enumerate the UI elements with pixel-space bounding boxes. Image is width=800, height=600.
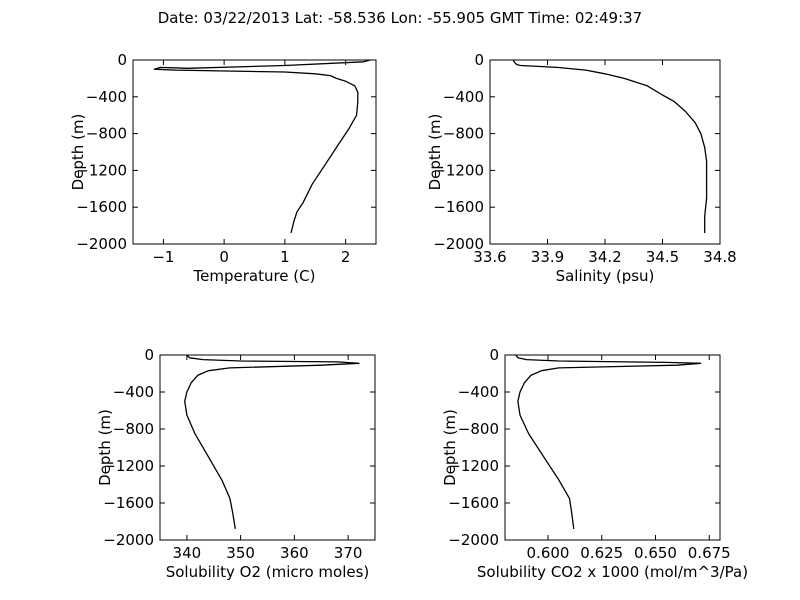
salinity-ytick-label: −800 [443,125,484,143]
solubility-co2-xtick-label: 0.650 [634,544,677,562]
temperature-panel: −1 0 1 2 0 −400 −800 −1200 −1600 −2000 Temperature… [69,51,377,285]
salinity-xtick-label: 34.5 [646,248,679,266]
temperature-axes-frame [132,59,377,245]
solubility-o2-ytick-label: −2000 [103,531,154,549]
solubility-co2-x-axis-label: Solubility CO2 x 1000 (mol/m^3/Pa) [477,563,748,581]
solubility-o2-xtick-label: 360 [280,544,309,562]
salinity-xtick-label: 34.2 [588,248,621,266]
solubility-o2-ytick-label: 0 [144,346,154,364]
solubility-co2-ytick-label: −2000 [448,531,499,549]
solubility-o2-panel: 340 350 360 370 0 −400 −800 −1200 −1600 −2000 Solu… [96,346,376,581]
solubility-co2-ytick-label: 0 [489,346,499,364]
temperature-xtick-label: 1 [280,248,290,266]
salinity-xtick-label: 34.8 [703,248,736,266]
solubility-co2-ytick-label: −1600 [448,494,499,512]
figure-title: Date: 03/22/2013 Lat: -58.536 Lon: -55.9… [158,9,642,27]
solubility-o2-profile-line [184,354,360,530]
solubility-o2-y-axis-label: Depth (m) [96,409,114,486]
solubility-o2-xtick-label: 340 [173,544,202,562]
salinity-panel: 33.6 33.9 34.2 34.5 34.8 0 −400 −800 −1200 −1600 −… [426,51,737,285]
solubility-o2-axes-frame [159,354,376,541]
solubility-o2-xtick-label: 350 [226,544,255,562]
solubility-co2-ytick-label: −400 [458,383,499,401]
temperature-ytick-label: −1200 [76,161,127,179]
salinity-x-axis-label: Salinity (psu) [556,267,655,285]
temperature-xtick-label: −1 [152,248,174,266]
temperature-ytick-label: −800 [86,125,127,143]
salinity-profile-line [512,59,708,233]
temperature-xtick-label: 2 [341,248,351,266]
temperature-ytick-label: 0 [117,51,127,69]
temperature-ytick-label: −400 [86,88,127,106]
solubility-o2-ytick-label: −1600 [103,494,154,512]
salinity-y-axis-label: Depth (m) [426,114,444,191]
salinity-ytick-label: −1600 [433,198,484,216]
solubility-co2-xtick-label: 0.600 [527,544,570,562]
solubility-co2-axes-frame [504,354,721,541]
temperature-profile-line [153,59,371,234]
temperature-xtick-label: 0 [219,248,229,266]
solubility-co2-ytick-label: −1200 [448,457,499,475]
solubility-co2-y-axis-label: Depth (m) [441,409,459,486]
solubility-co2-ytick-label: −800 [458,420,499,438]
salinity-ytick-label: 0 [474,51,484,69]
salinity-ytick-label: −400 [443,88,484,106]
salinity-ytick-label: −1200 [433,161,484,179]
solubility-o2-xtick-label: 370 [334,544,363,562]
solubility-co2-profile-line [515,354,702,529]
solubility-co2-panel: 0.600 0.625 0.650 0.675 0 −400 −800 −1200 −1600 −… [441,346,748,581]
salinity-ytick-label: −2000 [433,235,484,253]
solubility-co2-xtick-label: 0.625 [580,544,623,562]
salinity-axes-frame [489,59,721,245]
solubility-co2-xtick-label: 0.675 [688,544,731,562]
salinity-xtick-label: 33.6 [473,248,506,266]
solubility-o2-ytick-label: −1200 [103,457,154,475]
temperature-x-axis-label: Temperature (C) [193,267,316,285]
temperature-y-axis-label: Depth (m) [69,114,87,191]
solubility-o2-ytick-label: −800 [113,420,154,438]
temperature-ytick-label: −2000 [76,235,127,253]
solubility-o2-x-axis-label: Solubility O2 (micro moles) [166,563,370,581]
solubility-o2-ytick-label: −400 [113,383,154,401]
temperature-ytick-label: −1600 [76,198,127,216]
salinity-xtick-label: 33.9 [531,248,564,266]
